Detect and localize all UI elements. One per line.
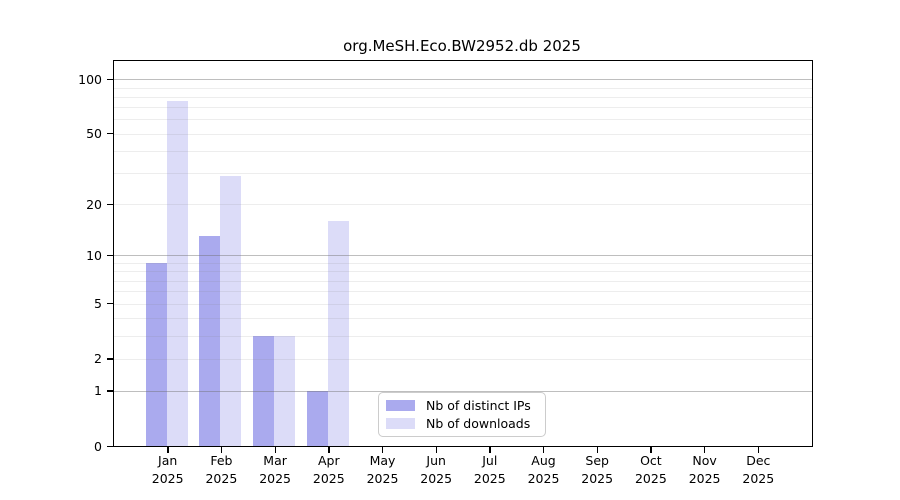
x-tick-label-aug: Aug 2025 xyxy=(528,452,560,487)
x-tick-month: Oct xyxy=(640,453,662,468)
x-tick-label-oct: Oct 2025 xyxy=(635,452,667,487)
legend-entry-0: Nb of distinct IPs xyxy=(386,398,534,413)
plot-area: 100 50 20 10 5 2 1 0 Jan 2025 Feb 2025 Mar 2025 Apr 20… xyxy=(78,60,813,486)
bar-ips-mar xyxy=(253,335,275,446)
x-tick-mark-jan xyxy=(167,447,169,453)
x-tick-mark-sep xyxy=(596,447,599,453)
legend-swatch-icon xyxy=(386,418,415,429)
x-tick-year: 2025 xyxy=(259,470,291,486)
bar-downloads-mar xyxy=(274,335,296,446)
x-tick-year: 2025 xyxy=(151,470,184,486)
bar-ips-feb xyxy=(199,236,221,446)
legend-label: Nb of downloads xyxy=(426,416,531,431)
x-tick-year: 2025 xyxy=(634,470,667,486)
x-tick-mark-oct xyxy=(650,447,652,453)
x-tick-month: Nov xyxy=(692,453,717,468)
x-tick-mark-nov xyxy=(704,447,706,453)
x-tick-month: May xyxy=(369,453,396,468)
x-tick-month: Jun xyxy=(426,453,446,468)
legend-swatch-icon xyxy=(386,400,415,411)
x-tick-label-jun: Jun 2025 xyxy=(420,452,452,487)
y-tick-mark-20 xyxy=(107,203,113,205)
x-tick-year: 2025 xyxy=(312,470,345,486)
x-tick-mark-may xyxy=(382,447,384,453)
x-tick-year: 2025 xyxy=(688,470,721,486)
y-tick-mark-5 xyxy=(107,303,113,305)
bars-layer xyxy=(114,61,812,446)
x-tick-label-may: May 2025 xyxy=(367,452,399,487)
x-tick-year: 2025 xyxy=(581,470,614,486)
bar-ips-apr xyxy=(306,390,328,446)
x-tick-mark-aug xyxy=(543,447,545,453)
legend: Nb of distinct IPs Nb of downloads xyxy=(378,392,546,437)
bar-downloads-apr xyxy=(327,220,349,446)
y-tick-label-50: 50 xyxy=(86,126,102,141)
y-tick-label-100: 100 xyxy=(78,71,102,87)
y-tick-mark-100 xyxy=(107,78,113,81)
x-tick-mark-feb xyxy=(220,447,223,453)
x-tick-month: Jul xyxy=(482,453,498,468)
legend-label: Nb of distinct IPs xyxy=(426,398,531,413)
y-tick-label-1: 1 xyxy=(94,383,102,399)
x-tick-year: 2025 xyxy=(366,470,399,486)
x-tick-label-feb: Feb 2025 xyxy=(205,452,237,487)
x-tick-month: Aug xyxy=(531,453,556,468)
x-tick-label-mar: Mar 2025 xyxy=(259,452,291,487)
x-tick-label-jan: Jan 2025 xyxy=(152,452,184,487)
y-tick-label-2: 2 xyxy=(94,351,102,367)
chart-title: org.MeSH.Eco.BW2952.db 2025 xyxy=(343,37,581,55)
x-tick-mark-jun xyxy=(435,447,438,453)
y-tick-label-5: 5 xyxy=(94,296,102,312)
legend-entry-1: Nb of downloads xyxy=(386,416,534,431)
bar-ips-jan xyxy=(145,263,167,446)
y-tick-mark-50 xyxy=(107,133,113,135)
bar-downloads-jan xyxy=(166,100,188,446)
x-tick-month: Jan xyxy=(158,453,178,468)
x-tick-month: Dec xyxy=(746,453,771,468)
x-tick-year: 2025 xyxy=(473,470,506,486)
x-tick-year: 2025 xyxy=(527,470,560,486)
y-tick-mark-2 xyxy=(107,358,113,360)
x-tick-label-nov: Nov 2025 xyxy=(689,452,721,487)
x-tick-month: Sep xyxy=(585,453,609,468)
x-tick-year: 2025 xyxy=(742,470,775,486)
x-tick-mark-jul xyxy=(489,447,491,453)
x-tick-month: Apr xyxy=(317,453,340,468)
x-tick-month: Feb xyxy=(210,453,233,468)
x-tick-mark-dec xyxy=(757,447,760,453)
x-tick-label-apr: Apr 2025 xyxy=(313,452,345,487)
y-tick-mark-0 xyxy=(107,445,113,447)
x-tick-year: 2025 xyxy=(420,470,453,486)
y-tick-label-10: 10 xyxy=(86,247,102,263)
y-tick-mark-10 xyxy=(107,254,113,257)
x-tick-year: 2025 xyxy=(205,470,238,486)
y-tick-label-0: 0 xyxy=(94,438,102,454)
x-tick-mark-mar xyxy=(274,447,276,453)
x-tick-month: Mar xyxy=(263,453,287,468)
x-tick-label-sep: Sep 2025 xyxy=(581,452,613,487)
x-tick-mark-apr xyxy=(328,447,330,453)
x-tick-label-jul: Jul 2025 xyxy=(474,452,506,487)
y-tick-mark-1 xyxy=(107,390,113,392)
bar-downloads-feb xyxy=(220,175,242,446)
x-tick-label-dec: Dec 2025 xyxy=(742,452,774,487)
y-tick-label-20: 20 xyxy=(86,196,102,212)
